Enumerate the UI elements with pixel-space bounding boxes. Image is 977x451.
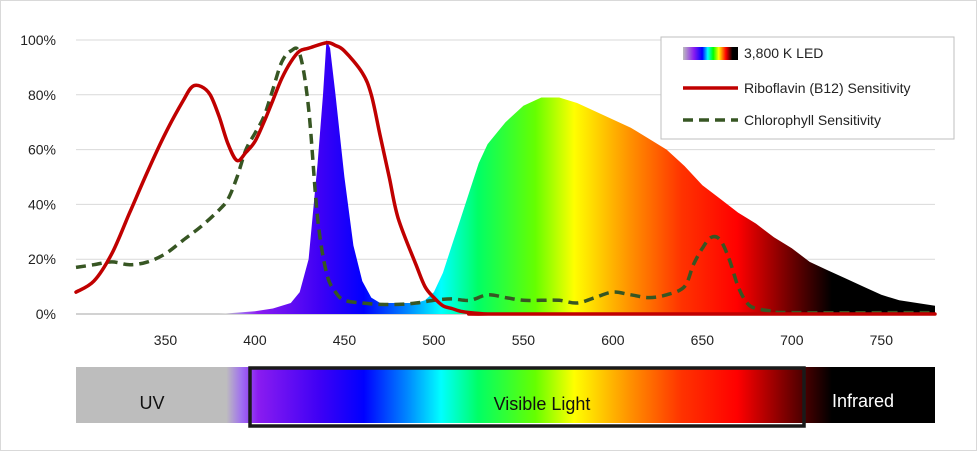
- x-tick-label: 550: [512, 332, 536, 348]
- visible-light-label: Visible Light: [494, 394, 591, 414]
- led-spectrum-series: [219, 40, 935, 314]
- x-tick-label: 750: [870, 332, 894, 348]
- x-tick-label: 700: [780, 332, 804, 348]
- y-axis-ticks: 0% 20% 40% 60% 80% 100%: [20, 32, 56, 322]
- y-tick-label: 80%: [28, 87, 56, 103]
- legend: 3,800 K LED Riboflavin (B12) Sensitivity…: [660, 36, 955, 140]
- x-axis-ticks: 350 400 450 500 550 600 650 700 750: [154, 332, 893, 348]
- infrared-label: Infrared: [832, 391, 894, 411]
- y-tick-label: 20%: [28, 251, 56, 267]
- x-tick-label: 600: [601, 332, 625, 348]
- y-tick-label: 60%: [28, 142, 56, 158]
- legend-led-swatch: [683, 47, 738, 60]
- legend-label-chlorophyll: Chlorophyll Sensitivity: [744, 112, 881, 128]
- riboflavin-line: [74, 40, 937, 316]
- led-spectrum-area: [219, 40, 935, 314]
- spectrum-band: UV Visible Light Infrared: [76, 366, 935, 428]
- spectrum-band-gradient: [76, 367, 935, 423]
- legend-label-riboflavin: Riboflavin (B12) Sensitivity: [744, 80, 911, 96]
- x-tick-label: 500: [422, 332, 446, 348]
- y-tick-label: 100%: [20, 32, 56, 48]
- y-tick-label: 0%: [36, 306, 56, 322]
- legend-label-led: 3,800 K LED: [744, 45, 823, 61]
- sensitivity-series: [74, 40, 937, 316]
- uv-label: UV: [139, 393, 164, 413]
- x-tick-label: 350: [154, 332, 178, 348]
- y-tick-label: 40%: [28, 196, 56, 212]
- x-tick-label: 450: [333, 332, 357, 348]
- x-tick-label: 400: [243, 332, 267, 348]
- visible-light-frame: [248, 366, 806, 428]
- x-tick-label: 650: [691, 332, 715, 348]
- chlorophyll-line: [75, 46, 936, 315]
